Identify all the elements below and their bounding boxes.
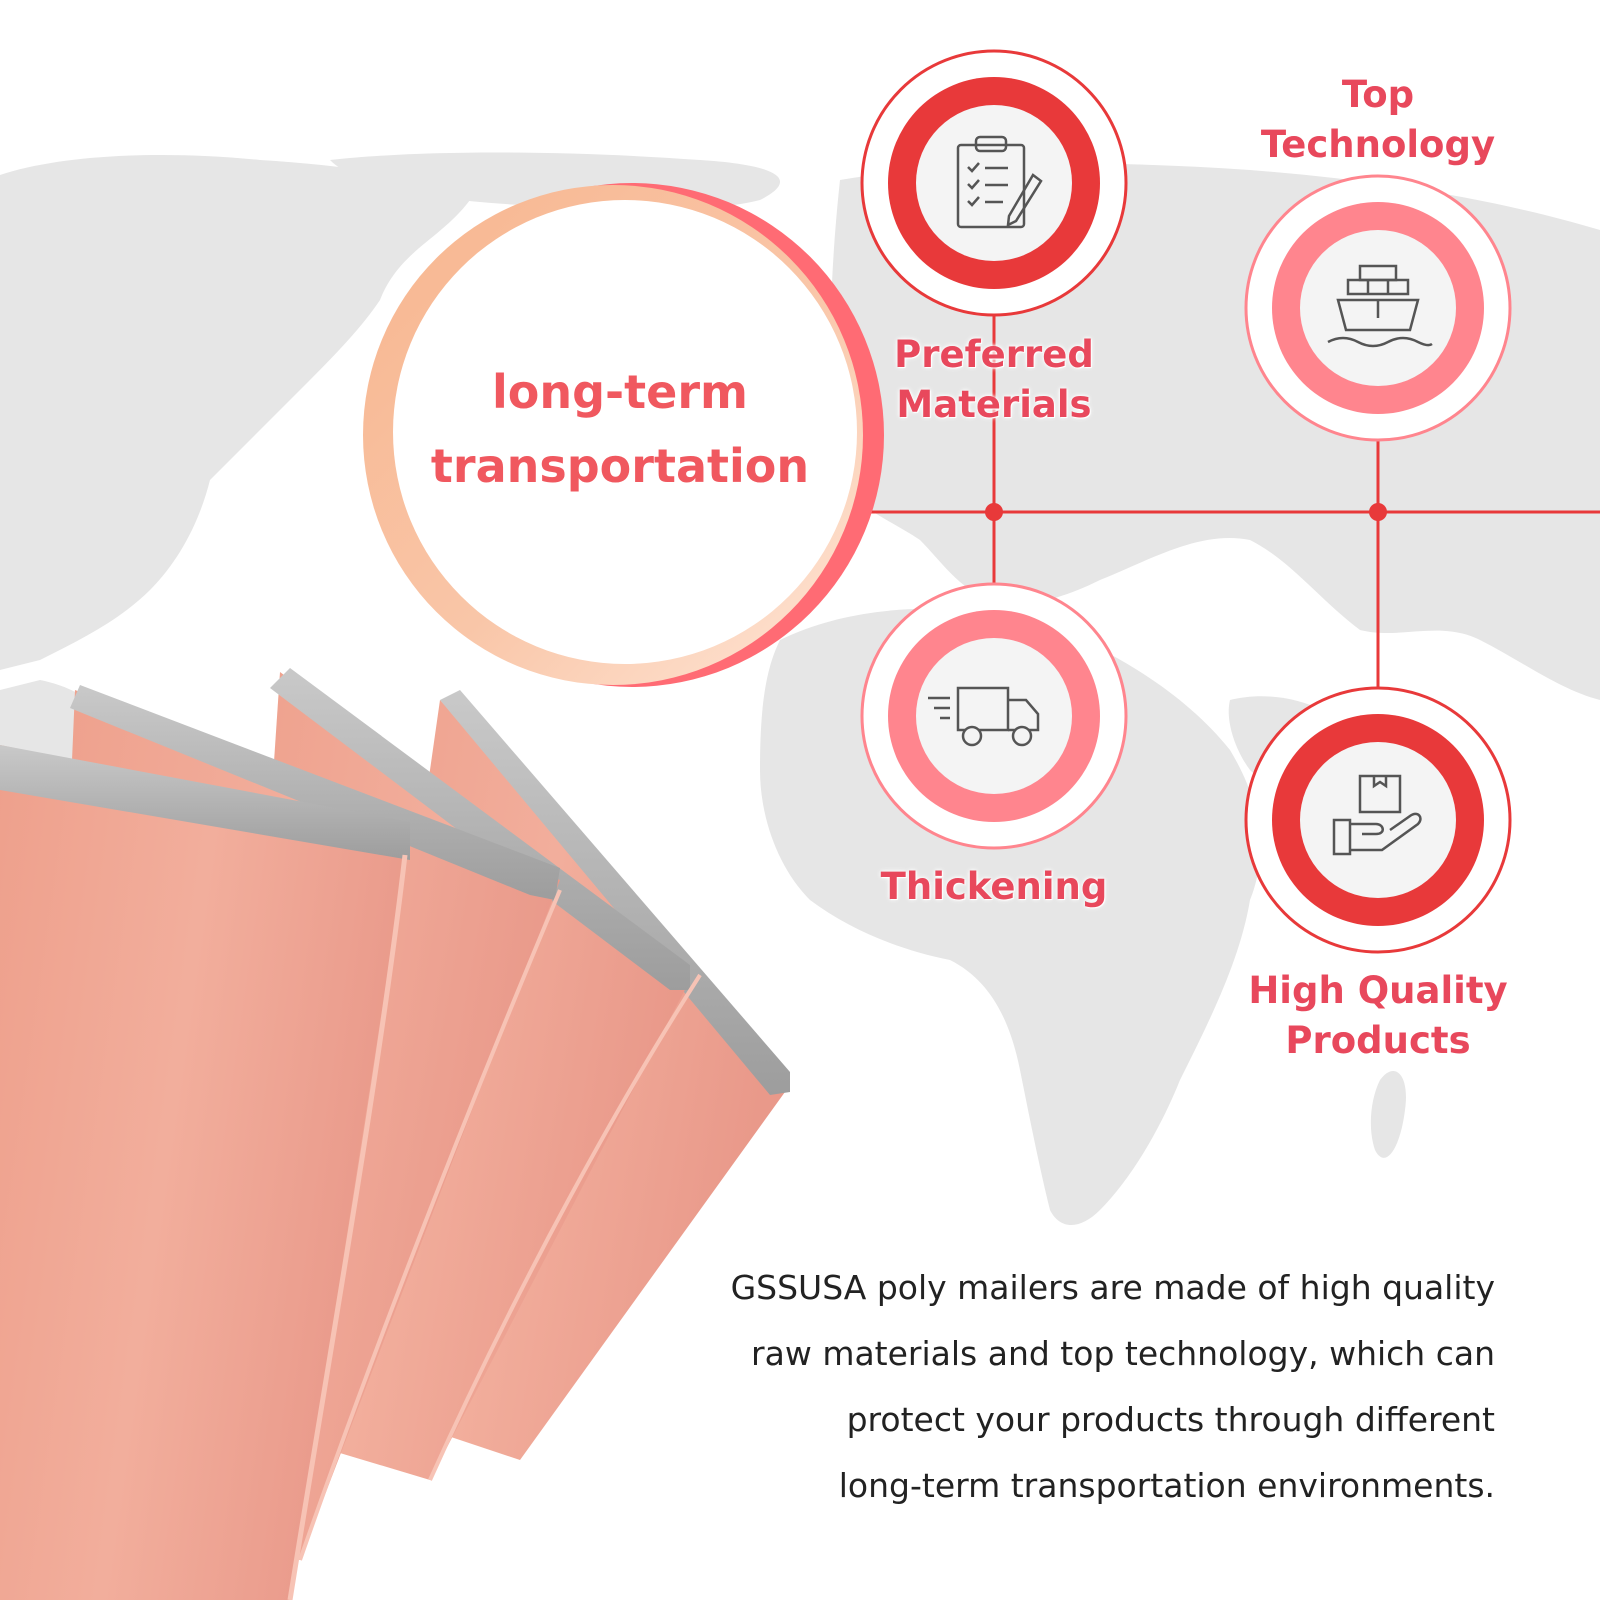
- feature-label-materials: Preferred Materials: [864, 330, 1124, 430]
- main-circle-title-line2: transportation: [430, 439, 810, 493]
- description-line2: raw materials and top technology, which …: [751, 1334, 1495, 1373]
- feature-circle-materials: [860, 49, 1128, 317]
- feature-label-materials-line2: Materials: [896, 383, 1092, 426]
- feature-circle-thickening: [860, 582, 1128, 850]
- feature-label-quality-line1: High Quality: [1248, 969, 1508, 1012]
- main-circle-title: long-term transportation: [380, 355, 860, 503]
- junction-dot-left: [985, 503, 1003, 521]
- description-line4: long-term transportation environments.: [838, 1466, 1495, 1505]
- feature-label-materials-line1: Preferred: [894, 333, 1094, 376]
- junction-dot-right: [1369, 503, 1387, 521]
- feature-circle-technology: [1244, 174, 1512, 442]
- feature-label-technology: Top Technology: [1238, 70, 1518, 170]
- poly-mailer-1: [0, 745, 410, 1600]
- description-paragraph: GSSUSA poly mailers are made of high qua…: [595, 1255, 1495, 1519]
- feature-label-technology-line2: Technology: [1260, 123, 1496, 166]
- main-circle-title-line1: long-term: [492, 365, 748, 419]
- main-circle: [363, 183, 884, 687]
- description-line1: GSSUSA poly mailers are made of high qua…: [730, 1268, 1495, 1307]
- feature-label-thickening: Thickening: [864, 862, 1124, 912]
- feature-circle-quality: [1244, 686, 1512, 954]
- delivery-truck-icon: [928, 686, 1040, 747]
- hand-holding-box-icon: [1332, 774, 1422, 856]
- feature-label-thickening-line1: Thickening: [880, 865, 1108, 908]
- feature-label-quality-line2: Products: [1285, 1019, 1471, 1062]
- cargo-ship-icon: [1327, 264, 1433, 348]
- clipboard-checklist-icon: [956, 135, 1043, 229]
- feature-label-quality: High Quality Products: [1218, 966, 1538, 1066]
- feature-label-technology-line1: Top: [1341, 73, 1415, 116]
- description-line3: protect your products through different: [846, 1400, 1495, 1439]
